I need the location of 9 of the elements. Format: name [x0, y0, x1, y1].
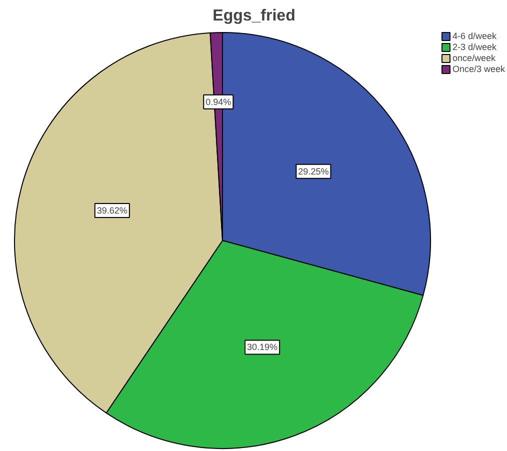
data-label: 29.25%: [298, 166, 329, 176]
chart-title: Eggs_fried: [212, 8, 296, 24]
legend-label: 4-6 d/week: [452, 31, 496, 41]
legend-label: Once/3 week: [452, 64, 505, 74]
legend-label: 2-3 d/week: [452, 42, 496, 52]
data-label: 30.19%: [247, 342, 278, 352]
legend-label: once/week: [452, 53, 496, 63]
data-label: 39.62%: [96, 205, 128, 216]
data-label: 0.94%: [206, 96, 232, 107]
